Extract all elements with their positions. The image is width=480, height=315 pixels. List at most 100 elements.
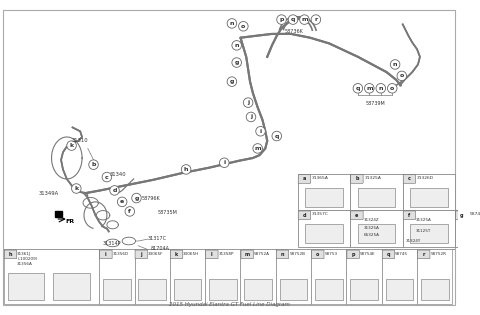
Text: j: j — [247, 100, 249, 105]
Text: 33065F: 33065F — [148, 252, 163, 256]
Bar — [276, 249, 311, 304]
Circle shape — [227, 77, 237, 86]
Text: 31325A: 31325A — [364, 176, 382, 180]
Bar — [350, 279, 378, 300]
Text: o: o — [241, 24, 245, 29]
Text: m: m — [366, 86, 372, 91]
Bar — [55, 211, 62, 217]
Text: 58739M: 58739M — [365, 101, 385, 106]
Circle shape — [353, 83, 363, 93]
Text: 31324Y: 31324Y — [406, 239, 421, 243]
Text: 58752R: 58752R — [431, 252, 446, 256]
Text: q: q — [291, 17, 295, 22]
Circle shape — [181, 165, 191, 174]
Text: q: q — [387, 252, 390, 257]
Bar — [410, 187, 447, 207]
Text: r: r — [314, 17, 317, 22]
FancyBboxPatch shape — [135, 250, 147, 259]
Text: d: d — [112, 188, 117, 193]
Text: 31325A: 31325A — [416, 218, 432, 222]
FancyBboxPatch shape — [298, 211, 311, 220]
Circle shape — [243, 98, 253, 107]
FancyBboxPatch shape — [312, 250, 324, 259]
Bar — [138, 279, 166, 300]
Circle shape — [72, 184, 81, 193]
Text: 58754E: 58754E — [360, 252, 375, 256]
Ellipse shape — [122, 237, 135, 245]
Circle shape — [300, 15, 309, 24]
Bar — [298, 210, 350, 247]
Bar — [385, 279, 413, 300]
Circle shape — [246, 112, 256, 122]
Text: o: o — [390, 86, 395, 91]
Bar — [350, 210, 403, 247]
FancyBboxPatch shape — [241, 250, 253, 259]
Bar — [421, 279, 448, 300]
Circle shape — [219, 158, 229, 168]
Text: j: j — [141, 252, 142, 257]
Bar — [305, 224, 343, 243]
Circle shape — [227, 19, 237, 28]
Text: f: f — [408, 213, 410, 218]
Circle shape — [118, 197, 127, 207]
Text: 58735M: 58735M — [157, 210, 177, 215]
Text: b: b — [91, 162, 96, 167]
Text: i: i — [223, 160, 225, 165]
Bar — [403, 210, 455, 247]
Bar — [347, 249, 382, 304]
Text: c: c — [408, 176, 411, 181]
FancyBboxPatch shape — [298, 175, 311, 183]
Text: j: j — [250, 114, 252, 119]
Circle shape — [132, 193, 141, 203]
Text: o: o — [316, 252, 320, 257]
FancyBboxPatch shape — [351, 175, 363, 183]
Text: a: a — [303, 176, 306, 181]
Circle shape — [256, 127, 265, 136]
Bar — [358, 224, 395, 243]
Bar — [410, 224, 447, 243]
Text: 31314P: 31314P — [103, 241, 121, 246]
Bar — [170, 249, 205, 304]
Bar — [403, 174, 455, 210]
FancyBboxPatch shape — [351, 211, 363, 220]
Text: g: g — [460, 213, 464, 218]
Bar — [53, 273, 90, 300]
Circle shape — [397, 71, 407, 81]
Bar — [8, 273, 44, 300]
Text: 31324Z: 31324Z — [364, 218, 379, 222]
Circle shape — [67, 141, 76, 150]
Text: e: e — [120, 199, 124, 204]
Circle shape — [253, 144, 263, 153]
Circle shape — [272, 131, 282, 141]
Text: p: p — [351, 252, 355, 257]
Text: 58752B: 58752B — [289, 252, 305, 256]
Circle shape — [232, 41, 241, 50]
Bar — [455, 210, 480, 247]
Text: 31361J: 31361J — [17, 252, 31, 256]
Text: 31365A: 31365A — [312, 176, 329, 180]
Text: (-100209): (-100209) — [17, 257, 37, 261]
Text: 31310: 31310 — [72, 138, 88, 143]
Circle shape — [390, 60, 400, 69]
Text: n: n — [229, 21, 234, 26]
Text: n: n — [234, 43, 239, 48]
Text: g: g — [230, 79, 234, 84]
Text: 81704A: 81704A — [151, 246, 170, 251]
FancyBboxPatch shape — [4, 250, 17, 259]
Text: k: k — [74, 186, 78, 191]
Text: 2015 Hyundai Elantra GT Fuel Line Diagram: 2015 Hyundai Elantra GT Fuel Line Diagra… — [168, 302, 289, 307]
Text: m: m — [254, 146, 261, 151]
Text: d: d — [303, 213, 306, 218]
Text: 31325A: 31325A — [364, 226, 380, 230]
Circle shape — [102, 172, 112, 182]
Text: 58736K: 58736K — [285, 29, 303, 34]
Bar — [358, 187, 395, 207]
Circle shape — [376, 83, 385, 93]
Bar — [298, 174, 350, 210]
Text: p: p — [279, 17, 284, 22]
Text: 31349A: 31349A — [38, 191, 59, 196]
FancyBboxPatch shape — [205, 250, 218, 259]
FancyBboxPatch shape — [276, 250, 288, 259]
Text: m: m — [245, 252, 250, 257]
Text: 58752A: 58752A — [254, 252, 270, 256]
